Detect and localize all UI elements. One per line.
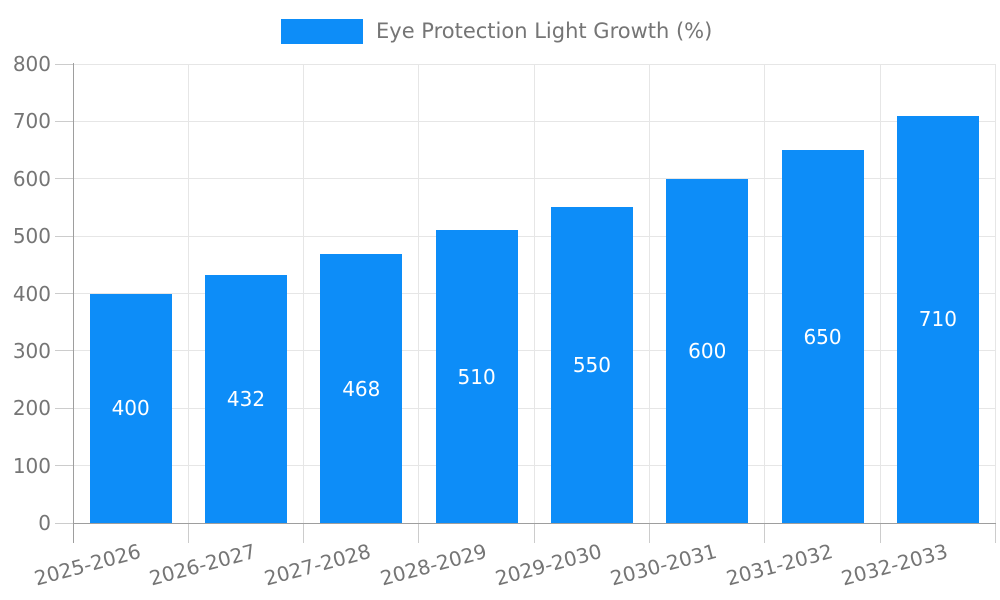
bar-2029-2030[interactable]: [550, 207, 633, 523]
y-axis-tick-label: 0: [38, 511, 51, 535]
x-axis-tick-label: 2031-2032: [723, 539, 835, 591]
y-tick-mark: [55, 465, 73, 467]
y-axis-tick-label: 600: [12, 166, 51, 191]
bar-value-label: 600: [688, 338, 727, 363]
bar-value-label: 400: [111, 396, 150, 421]
x-axis-tick-label: 2027-2028: [261, 539, 374, 591]
x-gridline: [879, 64, 881, 523]
legend-label: Eye Protection Light Growth (%): [376, 19, 713, 43]
x-gridline: [649, 64, 651, 523]
x-tick-mark: [533, 523, 535, 543]
x-gridline: [533, 64, 535, 523]
x-axis-tick-label: 2029-2030: [492, 539, 605, 591]
y-tick-mark: [55, 293, 73, 294]
y-tick-mark: [55, 120, 73, 122]
y-axis-tick-label: 400: [12, 281, 51, 306]
y-tick-mark: [55, 350, 73, 352]
x-axis-tick-label: 2028-2029: [377, 539, 489, 591]
x-gridline: [418, 64, 420, 523]
y-tick-mark: [55, 522, 73, 524]
x-gridline: [303, 64, 305, 523]
bar-2026-2027[interactable]: [204, 275, 287, 523]
bar-value-label: 510: [457, 364, 496, 389]
x-tick-mark: [995, 523, 996, 543]
bar-2032-2033[interactable]: [896, 115, 979, 523]
x-axis-line: [73, 522, 996, 524]
x-axis-tick-label: 2030-2031: [607, 539, 720, 591]
x-tick-mark: [764, 523, 766, 543]
x-tick-mark: [303, 523, 305, 543]
x-tick-mark: [879, 523, 881, 543]
x-gridline: [764, 64, 766, 523]
x-axis-tick-label: 2026-2027: [146, 539, 259, 591]
bar-value-label: 650: [803, 324, 842, 349]
bar-2030-2031[interactable]: [666, 178, 749, 523]
y-tick-mark: [55, 178, 73, 180]
x-axis-tick-label: 2032-2033: [838, 539, 951, 591]
bar-value-label: 468: [342, 376, 381, 401]
y-axis-tick-label: 300: [12, 338, 51, 363]
bar-2025-2026[interactable]: [89, 293, 172, 523]
bar-2031-2032[interactable]: [781, 150, 864, 523]
x-gridline: [995, 64, 996, 523]
x-tick-mark: [418, 523, 420, 543]
y-axis-tick-label: 200: [12, 396, 51, 421]
legend-swatch: [281, 19, 363, 44]
y-axis-line: [72, 63, 74, 543]
bar-value-label: 432: [226, 387, 266, 412]
bar-value-label: 710: [918, 307, 957, 332]
bar-2027-2028[interactable]: [320, 254, 403, 523]
y-axis-tick-label: 500: [12, 224, 51, 249]
x-tick-mark: [187, 523, 189, 543]
bar-2028-2029[interactable]: [435, 230, 518, 523]
legend[interactable]: Eye Protection Light Growth (%): [281, 19, 712, 44]
x-tick-mark: [649, 523, 651, 543]
bar-value-label: 550: [572, 353, 611, 378]
y-axis-tick-label: 700: [12, 109, 51, 134]
x-gridline: [187, 64, 189, 523]
y-tick-mark: [55, 407, 73, 409]
y-axis-tick-label: 800: [12, 52, 51, 76]
y-tick-mark: [55, 63, 73, 65]
x-axis-tick-label: 2025-2026: [31, 539, 143, 591]
y-tick-mark: [55, 235, 73, 237]
y-axis-tick-label: 100: [12, 453, 51, 478]
